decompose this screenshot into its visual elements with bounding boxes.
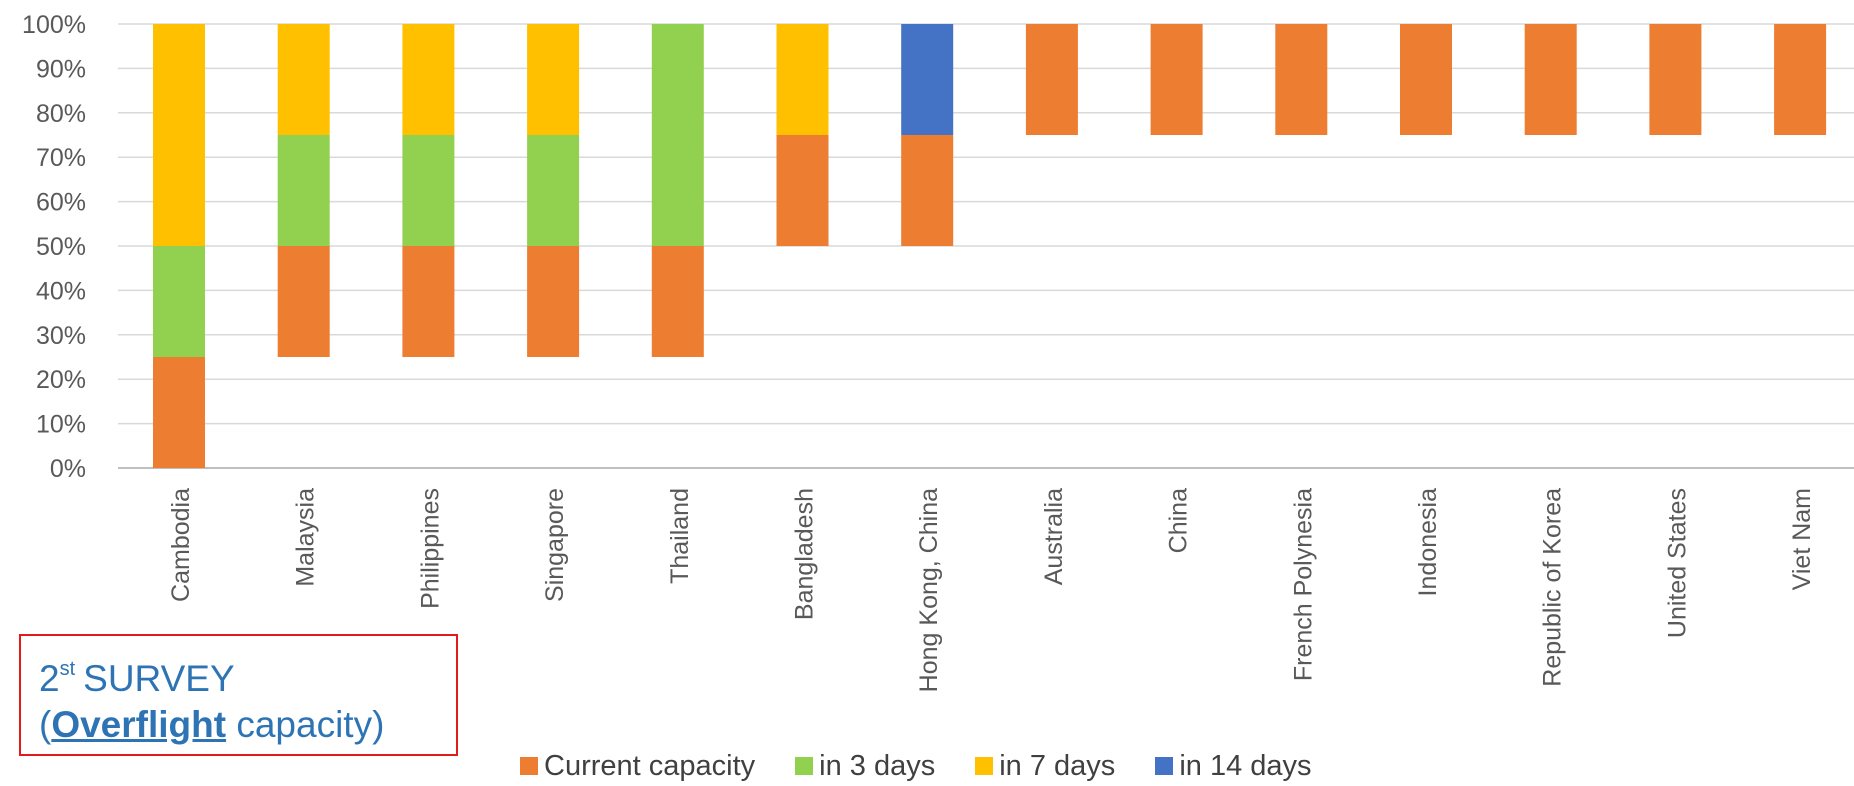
legend-label: in 3 days <box>819 749 936 782</box>
x-tick-label: Australia <box>1040 488 1068 585</box>
legend-label: in 14 days <box>1179 749 1312 782</box>
x-axis-ticks: Cambodia Malaysia Philippines Singapore Thai… <box>167 488 1816 692</box>
x-tick-label: Thailand <box>666 488 694 584</box>
bar-segment <box>402 24 455 135</box>
y-tick-label: 90% <box>36 55 86 83</box>
x-tick-label: Viet Nam <box>1788 488 1816 590</box>
bar-segment <box>277 135 330 246</box>
bar-segment <box>901 24 954 135</box>
bars <box>153 24 1827 468</box>
y-axis-ticks: 0% 10% 20% 30% 40% 50% 60% 70% 80% 90% 100% <box>22 11 86 483</box>
y-tick-label: 0% <box>50 455 86 483</box>
legend: Current capacity in 3 days in 7 days in 14 … <box>520 748 1312 784</box>
y-tick-label: 50% <box>36 233 86 261</box>
x-tick-label: Malaysia <box>292 488 320 587</box>
bar-segment <box>651 246 704 357</box>
x-tick-label: Indonesia <box>1414 488 1442 597</box>
bar-segment <box>1774 24 1827 135</box>
bar-segment <box>1025 24 1078 135</box>
legend-swatch <box>975 757 994 775</box>
survey-label: SURVEY <box>83 658 235 699</box>
bar-segment <box>153 24 205 246</box>
bar-segment <box>402 135 455 246</box>
bar-segment <box>153 246 205 357</box>
y-tick-label: 80% <box>36 100 86 128</box>
bar-segment <box>527 246 580 357</box>
x-tick-label: Bangladesh <box>791 488 819 620</box>
bar-segment <box>776 24 829 135</box>
survey-number: 2 <box>39 658 60 699</box>
legend-item: Current capacity <box>520 750 755 783</box>
legend-item: in 7 days <box>975 750 1115 783</box>
legend-item: in 14 days <box>1155 749 1312 783</box>
x-tick-label: Philippines <box>416 488 444 609</box>
bar-segment <box>402 246 455 357</box>
bar-segment <box>1524 24 1577 135</box>
y-tick-label: 60% <box>36 189 86 217</box>
survey-annotation-box: 2st SURVEY (Overflight capacity) <box>19 634 458 756</box>
bar-segment <box>901 135 954 246</box>
x-tick-label: Republic of Korea <box>1539 488 1567 687</box>
bar-segment <box>1400 24 1452 135</box>
y-tick-label: 100% <box>22 11 86 39</box>
bar-segment <box>1275 24 1328 135</box>
x-tick-label: United States <box>1663 488 1691 638</box>
capacity-word: capacity) <box>226 704 385 745</box>
bar-segment <box>527 135 580 246</box>
survey-line-1: 2st SURVEY <box>39 646 456 702</box>
legend-swatch <box>1155 757 1174 775</box>
legend-label: in 7 days <box>999 749 1116 782</box>
y-tick-label: 70% <box>36 144 86 172</box>
gridlines <box>118 23 1854 469</box>
legend-label: Current capacity <box>544 749 756 782</box>
overflight-word: Overflight <box>51 704 227 745</box>
paren-open: ( <box>39 704 52 745</box>
y-tick-label: 20% <box>36 366 86 394</box>
survey-ordinal: st <box>59 658 76 680</box>
bar-segment <box>776 135 829 246</box>
bar-segment <box>651 24 704 246</box>
bar-segment <box>1150 24 1203 135</box>
bar-segment <box>153 357 205 468</box>
bar-segment <box>277 246 330 357</box>
bar-segment <box>277 24 330 135</box>
y-tick-label: 30% <box>36 322 86 350</box>
survey-line-2: (Overflight capacity) <box>39 702 456 748</box>
bar-segment <box>527 24 580 135</box>
legend-swatch <box>795 757 814 775</box>
x-tick-label: Cambodia <box>167 488 195 602</box>
x-tick-label: French Polynesia <box>1289 488 1317 681</box>
x-tick-label: Hong Kong, China <box>915 488 943 692</box>
x-tick-label: Singapore <box>541 488 569 602</box>
y-tick-label: 40% <box>36 277 86 305</box>
legend-item: in 3 days <box>795 750 935 783</box>
y-tick-label: 10% <box>36 411 86 439</box>
bar-segment <box>1649 24 1702 135</box>
x-tick-label: China <box>1165 488 1193 553</box>
legend-swatch <box>520 757 538 775</box>
